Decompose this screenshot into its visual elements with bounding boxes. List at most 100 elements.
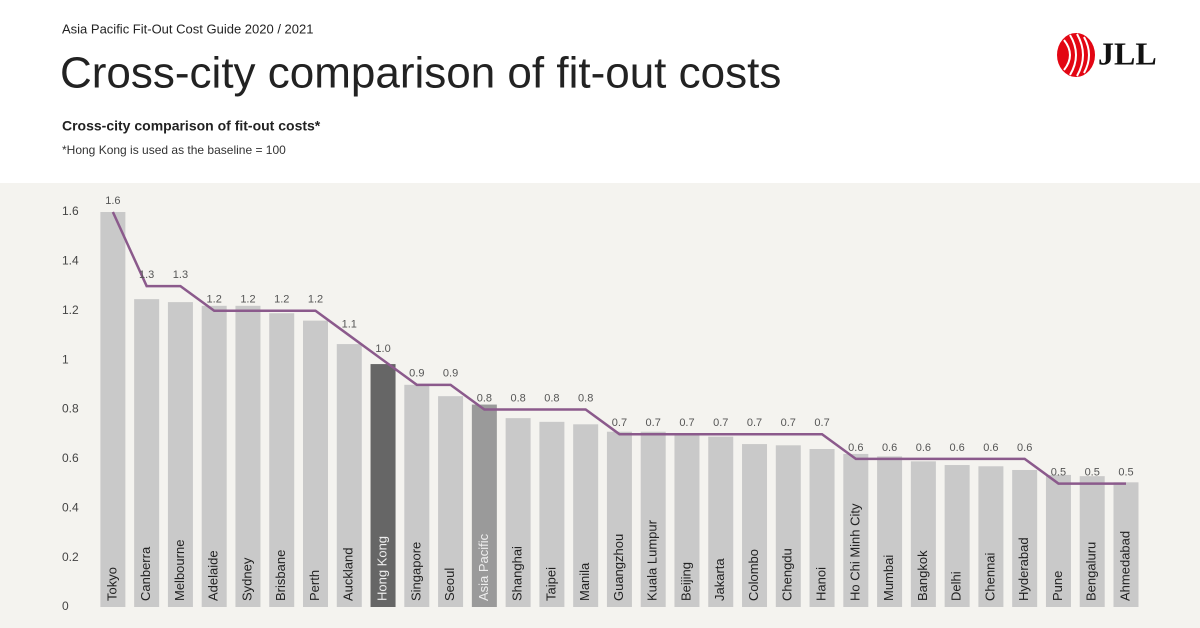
bar — [809, 449, 835, 607]
x-tick-label: Pune — [1050, 571, 1065, 601]
x-tick-label: Colombo — [746, 549, 761, 601]
chart-title: Cross-city comparison of fit-out costs* — [62, 118, 321, 134]
x-tick-label: Perth — [307, 570, 322, 601]
data-label: 0.7 — [679, 417, 694, 429]
page-title: Cross-city comparison of fit-out costs — [60, 49, 781, 98]
y-tick-label: 0 — [62, 599, 69, 613]
bar — [134, 299, 160, 607]
guide-title: Asia Pacific Fit-Out Cost Guide 2020 / 2… — [62, 21, 313, 36]
y-tick-label: 0.4 — [62, 500, 79, 514]
x-tick-label: Jakarta — [712, 558, 727, 601]
data-label: 1.2 — [207, 294, 222, 306]
x-tick-label: Canberra — [138, 546, 153, 601]
bar — [505, 418, 531, 607]
x-tick-label: Taipei — [543, 567, 558, 601]
data-label: 0.6 — [983, 442, 998, 454]
data-label: 0.5 — [1118, 466, 1133, 478]
bar — [573, 424, 599, 607]
bar — [269, 313, 295, 607]
x-tick-label: Bengaluru — [1084, 542, 1099, 601]
x-tick-label: Delhi — [949, 571, 964, 601]
x-tick-label: Hyderabad — [1016, 537, 1031, 601]
x-tick-label: Guangzhou — [611, 534, 626, 601]
bar — [877, 456, 903, 607]
bar — [303, 320, 329, 607]
data-label: 0.6 — [949, 442, 964, 454]
x-tick-label: Beijing — [678, 562, 693, 601]
bar — [1012, 469, 1038, 607]
bar — [843, 453, 869, 607]
x-tick-label: Singapore — [408, 542, 423, 601]
line — [111, 211, 1126, 485]
x-tick-label: Manila — [577, 562, 592, 601]
data-label: 0.7 — [646, 417, 661, 429]
bar — [404, 384, 430, 607]
logo-text: JLL — [1098, 35, 1157, 71]
data-label: 0.5 — [1085, 466, 1100, 478]
bar — [640, 431, 666, 607]
data-label: 0.6 — [882, 442, 897, 454]
x-tick-label: Auckland — [341, 548, 356, 601]
bar — [438, 396, 464, 607]
data-label: 1.0 — [375, 343, 390, 355]
data-label: 0.9 — [409, 368, 424, 380]
x-tick-label: Tokyo — [104, 567, 119, 601]
chart-subtitle: *Hong Kong is used as the baseline = 100 — [62, 143, 286, 157]
data-label: 0.9 — [443, 368, 458, 380]
x-tick-label: Seoul — [442, 568, 457, 601]
x-tick-label: Brisbane — [273, 550, 288, 601]
data-label: 0.8 — [544, 392, 559, 404]
y-tick-label: 1.2 — [62, 303, 79, 317]
bar — [235, 305, 261, 607]
data-label: 0.8 — [578, 392, 593, 404]
x-tick-label: Chengdu — [780, 548, 795, 601]
y-tick-label: 1 — [62, 352, 69, 366]
bar — [606, 431, 632, 607]
data-label: 1.3 — [139, 269, 154, 281]
x-tick-label: Hong Kong — [374, 536, 389, 601]
data-label: 1.2 — [308, 294, 323, 306]
bar — [1045, 474, 1071, 607]
bar — [336, 344, 362, 607]
bar — [1113, 482, 1139, 607]
x-tick-label: Ahmedabad — [1117, 531, 1132, 601]
data-label: 0.7 — [747, 417, 762, 429]
y-tick-label: 0.6 — [62, 451, 79, 465]
x-tick-label: Melbourne — [172, 540, 187, 601]
bar — [775, 445, 801, 607]
data-label: 0.8 — [510, 392, 525, 404]
x-tick-label: Ho Chi Minh City — [847, 503, 862, 601]
bar — [674, 434, 700, 607]
bar — [708, 436, 734, 607]
data-label: 0.6 — [1017, 442, 1032, 454]
x-tick-label: Shanghai — [510, 546, 525, 601]
data-label: 0.7 — [713, 417, 728, 429]
data-label: 1.6 — [105, 195, 120, 207]
bar — [370, 364, 396, 607]
data-label: 0.7 — [781, 417, 796, 429]
logo: JLL — [1057, 33, 1157, 77]
bar — [539, 421, 565, 607]
data-label: 0.6 — [916, 442, 931, 454]
data-label: 1.2 — [274, 294, 289, 306]
y-tick-label: 0.2 — [62, 550, 79, 564]
data-label: 1.2 — [240, 294, 255, 306]
bar — [742, 444, 768, 607]
data-label: 0.8 — [477, 392, 492, 404]
bar — [471, 404, 497, 607]
bar — [1079, 476, 1105, 607]
bar — [167, 302, 193, 607]
bar — [910, 461, 936, 607]
data-label: 0.5 — [1051, 466, 1066, 478]
data-label: 1.3 — [173, 269, 188, 281]
x-tick-label: Asia Pacific — [476, 533, 491, 601]
x-tick-label: Bangkok — [915, 550, 930, 601]
x-tick-label: Adelaide — [206, 550, 221, 601]
data-label: 0.7 — [612, 417, 627, 429]
bar — [201, 305, 227, 607]
x-tick-label: Hanoi — [813, 567, 828, 601]
x-tick-label: Mumbai — [881, 555, 896, 601]
bar — [100, 212, 126, 607]
